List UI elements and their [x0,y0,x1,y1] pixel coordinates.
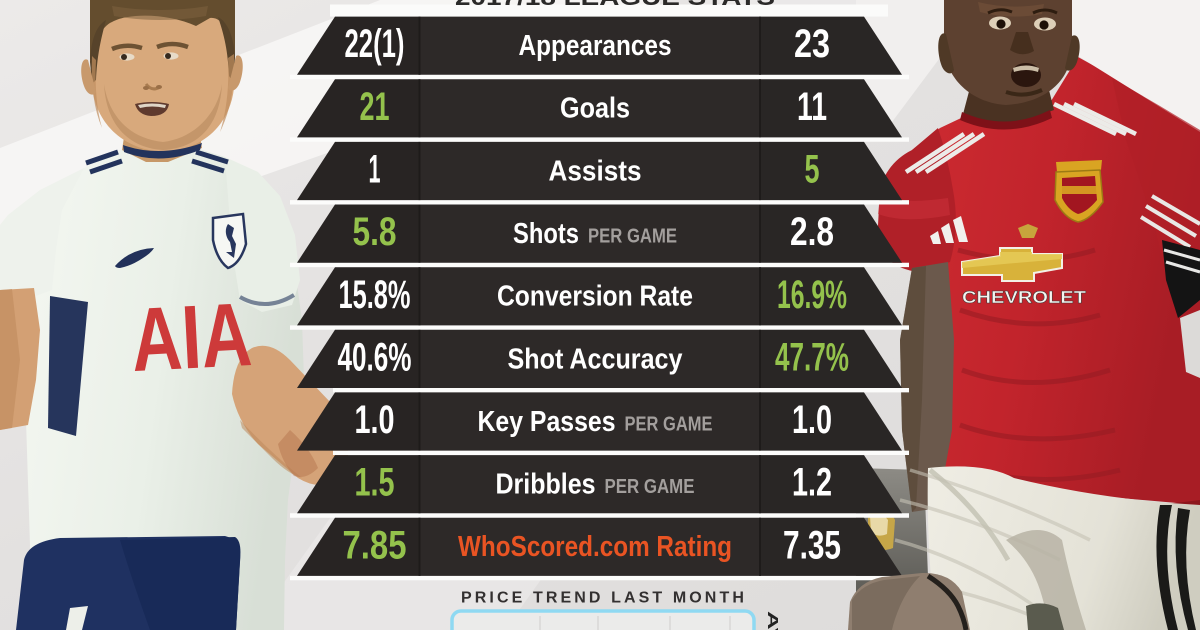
svg-text:Assists: Assists [549,155,642,187]
svg-text:22(1): 22(1) [345,22,405,66]
svg-text:1.2: 1.2 [792,461,832,505]
svg-text:Key Passes: Key Passes [478,406,616,438]
svg-text:Appearances: Appearances [519,30,672,62]
svg-text:5: 5 [805,148,820,192]
svg-text:1.5: 1.5 [355,461,395,505]
svg-text:Goals: Goals [560,93,630,125]
svg-text:WhoScored.com Rating: WhoScored.com Rating [458,531,732,563]
svg-text:1.0: 1.0 [792,398,832,442]
svg-text:40.6%: 40.6% [338,335,412,379]
svg-text:1: 1 [369,148,381,192]
svg-text:1.0: 1.0 [355,398,395,442]
svg-text:Shot Accuracy: Shot Accuracy [508,343,683,375]
svg-text:15.8%: 15.8% [339,273,411,317]
svg-text:PER GAME: PER GAME [625,413,713,435]
svg-text:23: 23 [794,22,830,66]
svg-text:47.7%: 47.7% [775,335,849,379]
svg-text:Dribbles: Dribbles [496,469,596,501]
svg-text:Shots: Shots [513,218,579,250]
svg-text:PRICE TREND LAST MONTH: PRICE TREND LAST MONTH [461,590,747,607]
svg-text:PER GAME: PER GAME [605,476,695,498]
svg-text:AIA: AIA [129,285,254,391]
svg-text:21: 21 [360,85,390,129]
svg-text:AV: AV [764,611,781,630]
svg-text:7.35: 7.35 [783,523,841,567]
svg-text:2017/18 LEAGUE STATS: 2017/18 LEAGUE STATS [455,0,775,10]
svg-text:PER GAME: PER GAME [588,226,677,248]
svg-text:CHEVROLET: CHEVROLET [962,287,1086,307]
svg-text:7.85: 7.85 [343,523,407,567]
svg-text:Conversion Rate: Conversion Rate [497,281,693,313]
svg-text:2.8: 2.8 [790,210,834,254]
svg-text:11: 11 [797,85,827,129]
svg-text:5.8: 5.8 [353,210,397,254]
svg-text:16.9%: 16.9% [777,273,847,317]
